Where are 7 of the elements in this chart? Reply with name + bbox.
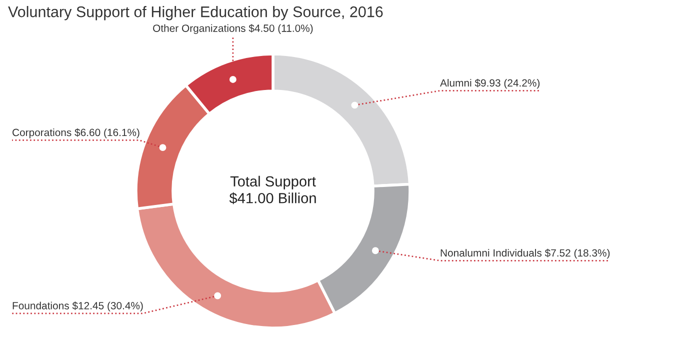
text: Total Support $41.00 Billion	[229, 176, 316, 204]
slice-label: Alumni $9.93 (24.2%)	[440, 78, 540, 89]
chart-title: Voluntary Support of Higher Education by Source, 2016	[8, 6, 383, 20]
slice-label: Other Organizations $4.50 (11.0%)	[153, 24, 313, 34]
slice-label: Corporations $6.60 (16.1%)	[12, 128, 140, 138]
slice-label: Foundations $12.45 (30.4%)	[12, 302, 143, 312]
slice-label: Nonalumni Individuals $7.52 (18.3%)	[440, 248, 610, 259]
